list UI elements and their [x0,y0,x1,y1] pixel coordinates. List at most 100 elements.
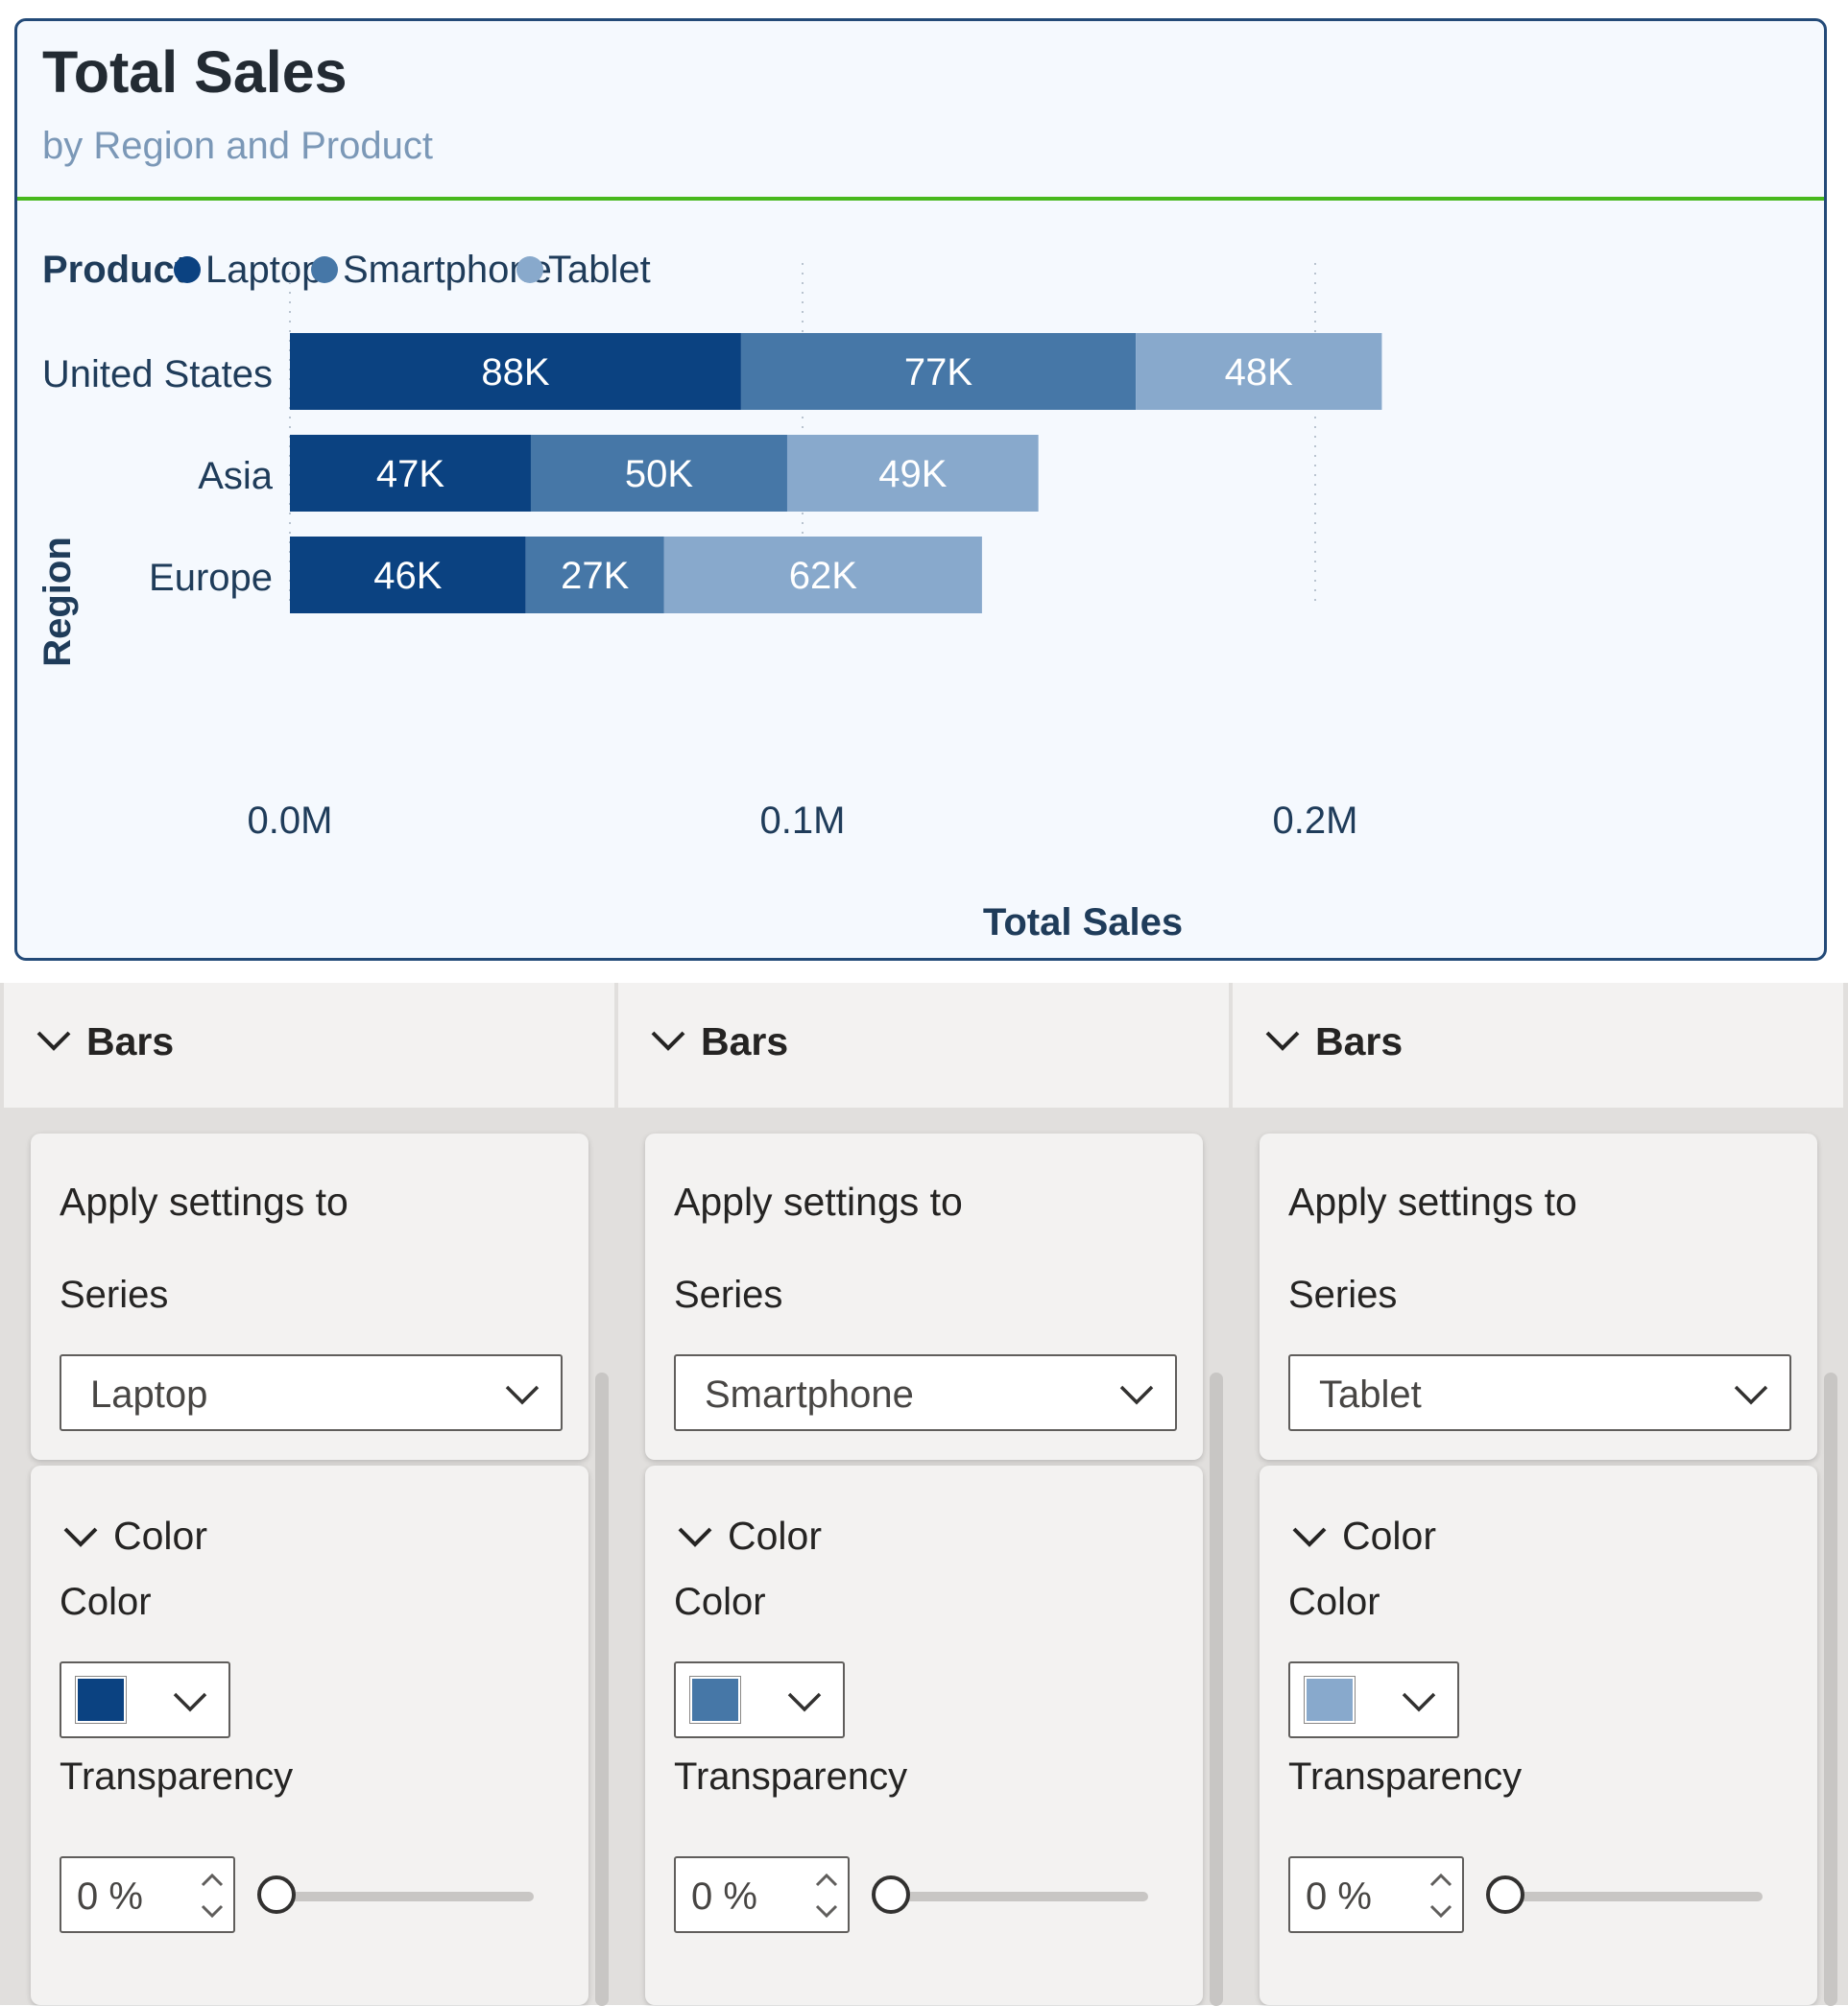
transparency-slider[interactable] [1486,1873,1782,1921]
chevron-down-icon[interactable] [674,1516,716,1558]
transparency-value: 0 % [1306,1875,1372,1918]
chart-title: Total Sales [42,39,348,105]
format-pane-smartphone: Bars Apply settings to Series Smartphone… [618,983,1229,2006]
title-accent-line [17,197,1824,201]
bars-section-header[interactable]: Bars [4,983,614,1108]
slider-thumb[interactable] [1486,1875,1524,1914]
legend-title: Product [42,249,187,291]
scrollbar[interactable] [1210,1373,1223,2006]
transparency-input[interactable]: 0 % [674,1856,850,1933]
x-tick-label: 0.0M [248,800,333,842]
bar-tablet[interactable] [663,537,982,613]
chevron-down-icon [505,1385,540,1405]
chevron-down-icon [1265,1031,1300,1051]
chevron-down-icon [787,1692,822,1712]
chevron-down-icon[interactable] [1288,1516,1331,1558]
transparency-slider[interactable] [872,1873,1167,1921]
series-dropdown-value: Smartphone [705,1373,914,1416]
color-card: Color Color Transparency 0 % [1260,1466,1817,2005]
format-pane-laptop: Bars Apply settings to Series Laptop Col… [4,983,614,2006]
bars-section-label: Bars [1315,1019,1404,1063]
bars-section-header[interactable]: Bars [618,983,1229,1108]
color-picker-button[interactable] [1288,1661,1459,1738]
bars-section-header[interactable]: Bars [1233,983,1843,1108]
apply-settings-title: Apply settings to [1288,1180,1577,1224]
series-dropdown[interactable]: Tablet [1288,1354,1791,1431]
color-label: Color [60,1581,152,1623]
color-section-label[interactable]: Color [1342,1514,1436,1558]
bars[interactable]: 88K 77K 48K 47K 50K 49K 46K 27K 62K [290,333,1382,613]
bar-laptop[interactable] [290,435,531,512]
data-label: 47K [376,453,444,495]
spin-arrows-icon[interactable] [1424,1864,1458,1927]
spin-arrows-icon[interactable] [809,1864,844,1927]
color-swatch [1304,1676,1356,1724]
bar-laptop[interactable] [290,537,526,613]
legend-label-tablet: Tablet [548,249,651,291]
color-card: Color Color Transparency 0 % [645,1466,1203,2005]
bar-smartphone[interactable] [525,537,664,613]
series-dropdown-value: Laptop [90,1373,208,1416]
transparency-label: Transparency [60,1755,294,1798]
legend-label-laptop: Laptop [205,249,323,291]
bar-tablet[interactable] [786,435,1039,512]
apply-settings-title: Apply settings to [60,1180,348,1224]
series-dropdown[interactable]: Laptop [60,1354,563,1431]
bar-tablet[interactable] [1136,333,1382,410]
data-label: 77K [904,351,972,394]
color-swatch [75,1676,127,1724]
chevron-down-icon [651,1031,685,1051]
color-section-label[interactable]: Color [728,1514,822,1558]
chevron-down-icon[interactable] [60,1516,102,1558]
legend-marker-laptop [174,256,201,283]
color-section-label[interactable]: Color [113,1514,207,1558]
chevron-down-icon [173,1692,207,1712]
transparency-label: Transparency [674,1755,908,1798]
apply-settings-title: Apply settings to [674,1180,963,1224]
transparency-value: 0 % [77,1875,143,1918]
slider-thumb[interactable] [257,1875,296,1914]
color-picker-button[interactable] [674,1661,845,1738]
scrollbar[interactable] [595,1373,609,2006]
bar-laptop[interactable] [290,333,741,410]
transparency-input[interactable]: 0 % [1288,1856,1464,1933]
slider-track[interactable] [1505,1892,1763,1901]
data-label: 49K [878,453,947,495]
series-dropdown-value: Tablet [1319,1373,1422,1416]
color-label: Color [674,1581,766,1623]
series-label: Series [60,1274,169,1316]
slider-thumb[interactable] [872,1875,910,1914]
bars-section-label: Bars [701,1019,789,1063]
chart-card[interactable]: Total Sales by Region and Product Produc… [14,18,1827,961]
category-label: Asia [198,455,274,497]
chevron-down-icon [1119,1385,1154,1405]
category-label: United States [42,353,273,395]
slider-track[interactable] [891,1892,1148,1901]
transparency-slider[interactable] [257,1873,553,1921]
color-swatch [689,1676,741,1724]
scrollbar[interactable] [1824,1373,1837,2006]
series-dropdown[interactable]: Smartphone [674,1354,1177,1431]
color-picker-button[interactable] [60,1661,230,1738]
data-label: 46K [373,555,442,597]
color-card: Color Color Transparency 0 % [31,1466,588,2005]
bar-smartphone[interactable] [740,333,1137,410]
bar-smartphone[interactable] [530,435,787,512]
data-label: 48K [1225,351,1293,394]
format-pane-tablet: Bars Apply settings to Series Tablet Col… [1233,983,1843,2006]
transparency-input[interactable]: 0 % [60,1856,235,1933]
data-label: 50K [625,453,693,495]
spin-arrows-icon[interactable] [195,1864,229,1927]
color-label: Color [1288,1581,1380,1623]
slider-track[interactable] [276,1892,534,1901]
transparency-label: Transparency [1288,1755,1523,1798]
category-axis: United States Asia Europe [42,353,274,599]
chart-subtitle: by Region and Product [42,125,433,167]
x-axis-title: Total Sales [983,901,1183,943]
bars-section-label: Bars [86,1019,175,1063]
x-tick-label: 0.2M [1273,800,1358,842]
apply-settings-card: Apply settings to Series Laptop [31,1134,588,1460]
series-label: Series [674,1274,783,1316]
data-label: 27K [561,555,629,597]
stacked-bar-chart: Total Sales by Region and Product Produc… [17,39,1824,943]
